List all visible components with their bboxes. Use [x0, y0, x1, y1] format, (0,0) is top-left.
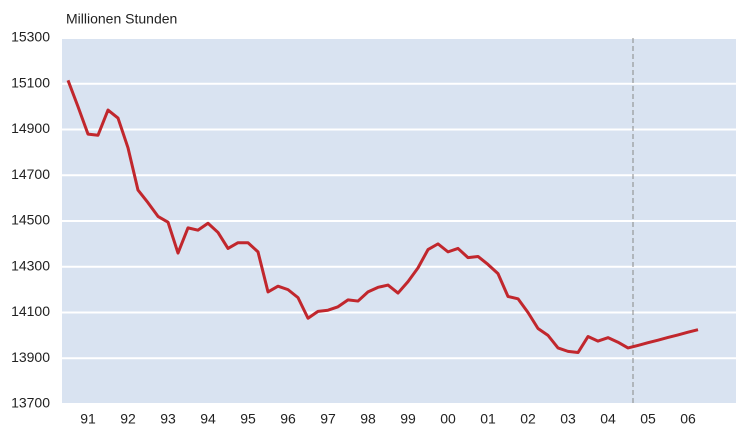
y-tick-label: 14900 [11, 120, 50, 136]
y-tick-label: 14100 [11, 303, 50, 319]
y-tick-label: 13700 [11, 395, 50, 411]
y-tick-label: 13900 [11, 349, 50, 365]
y-tick-label: 14300 [11, 257, 50, 273]
x-tick-label: 93 [160, 411, 176, 427]
x-tick-label: 92 [120, 411, 136, 427]
x-tick-label: 91 [80, 411, 96, 427]
y-tick-label: 15300 [11, 29, 50, 45]
x-tick-label: 99 [400, 411, 416, 427]
x-tick-label: 97 [320, 411, 336, 427]
x-tick-label: 98 [360, 411, 376, 427]
x-tick-label: 96 [280, 411, 296, 427]
x-tick-label: 00 [440, 411, 456, 427]
x-tick-label: 05 [640, 411, 656, 427]
x-tick-label: 01 [480, 411, 496, 427]
x-tick-label: 06 [680, 411, 696, 427]
x-tick-label: 02 [520, 411, 536, 427]
y-tick-label: 14500 [11, 212, 50, 228]
chart-title: Millionen Stunden [66, 11, 177, 27]
x-tick-label: 03 [560, 411, 576, 427]
x-tick-label: 04 [600, 411, 616, 427]
x-tick-label: 95 [240, 411, 256, 427]
y-tick-label: 15100 [11, 74, 50, 90]
y-tick-label: 14700 [11, 166, 50, 182]
x-tick-label: 94 [200, 411, 216, 427]
data-line [66, 79, 699, 355]
